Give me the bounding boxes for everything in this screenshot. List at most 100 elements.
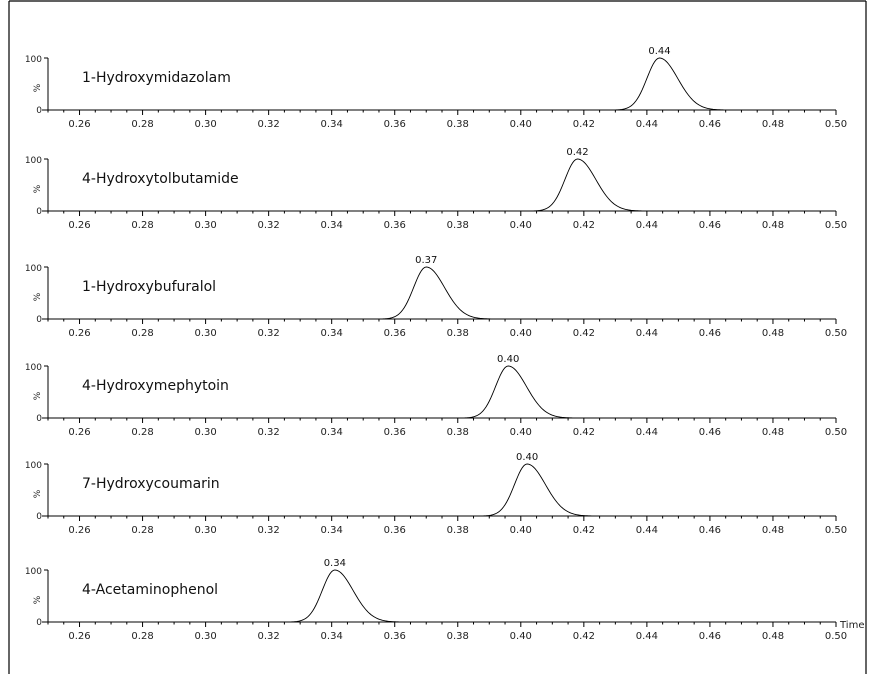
y-tick-label-0: 0 [36,315,42,325]
y-tick-label-0: 0 [36,106,42,116]
peak-label: 0.40 [497,354,519,365]
x-tick-label: 0.46 [699,119,721,130]
x-tick-label: 0.30 [194,220,216,231]
x-tick-label: 0.38 [447,119,469,130]
x-tick-label: 0.30 [194,631,216,642]
x-tick-label: 0.26 [68,525,90,536]
x-axis-title: Time [839,620,864,631]
peak-label: 0.37 [415,255,437,266]
y-tick-label-100: 100 [25,55,42,65]
chromatogram-trace [48,569,836,623]
x-tick-label: 0.44 [636,119,658,130]
y-axis-title: % [33,83,43,92]
x-tick-label: 0.46 [699,220,721,231]
x-tick-label: 0.48 [762,427,784,438]
x-tick-label: 0.38 [447,220,469,231]
x-tick-label: 0.26 [68,119,90,130]
x-tick-label: 0.32 [258,427,280,438]
x-tick-label: 0.38 [447,525,469,536]
compound-name: 4-Hydroxymephytoin [82,378,229,394]
x-tick-label: 0.30 [194,119,216,130]
x-tick-label: 0.46 [699,525,721,536]
y-tick-label-0: 0 [36,512,42,522]
x-tick-label: 0.42 [573,631,595,642]
x-tick-label: 0.34 [321,119,343,130]
x-tick-label: 0.26 [68,427,90,438]
x-tick-label: 0.28 [131,525,153,536]
x-tick-label: 0.48 [762,525,784,536]
x-tick-label: 0.26 [68,220,90,231]
chromatogram-panels: 100 0% 0.26 0.28 0.30 0.32 0.34 0.36 0.38 0.40 0.4… [25,46,847,642]
x-tick-label: 0.32 [258,631,280,642]
compound-name: 7-Hydroxycoumarin [82,476,220,492]
x-tick-label: 0.30 [194,525,216,536]
y-tick-label-100: 100 [25,461,42,471]
peak-label: 0.40 [516,452,538,463]
y-tick-label-100: 100 [25,567,42,577]
x-tick-label: 0.46 [699,631,721,642]
x-tick-label: 0.46 [699,328,721,339]
x-tick-label: 0.42 [573,328,595,339]
x-tick-label: 0.28 [131,328,153,339]
x-tick-label: 0.38 [447,631,469,642]
x-tick-label: 0.42 [573,525,595,536]
x-tick-label: 0.40 [510,631,532,642]
x-tick-label: 0.44 [636,220,658,231]
y-tick-label-0: 0 [36,207,42,217]
x-tick-label: 0.40 [510,525,532,536]
compound-name: 1-Hydroxymidazolam [82,70,231,86]
x-tick-label: 0.28 [131,427,153,438]
x-tick-label: 0.32 [258,220,280,231]
compound-name: 4-Acetaminophenol [82,582,218,598]
y-tick-label-100: 100 [25,264,42,274]
x-tick-label: 0.50 [825,328,847,339]
peak-label: 0.34 [324,558,346,569]
x-tick-label: 0.36 [384,119,406,130]
y-axis-title: % [33,292,43,301]
x-tick-label: 0.50 [825,119,847,130]
panel-5: 100 0% 0.26 0.28 0.30 0.32 0.34 0.36 0.38 0.40 0.4… [25,452,847,536]
x-tick-label: 0.42 [573,220,595,231]
y-tick-label-100: 100 [25,363,42,373]
panel-2: 100 0% 0.26 0.28 0.30 0.32 0.34 0.36 0.38 0.40 0.4… [25,147,847,231]
panel-4: 100 0% 0.26 0.28 0.30 0.32 0.34 0.36 0.38 0.40 0.4… [25,354,847,438]
x-tick-label: 0.38 [447,427,469,438]
compound-name: 4-Hydroxytolbutamide [82,171,239,187]
x-tick-label: 0.46 [699,427,721,438]
y-tick-label-0: 0 [36,618,42,628]
x-tick-label: 0.26 [68,328,90,339]
x-tick-label: 0.50 [825,631,847,642]
panel-1: 100 0% 0.26 0.28 0.30 0.32 0.34 0.36 0.38 0.40 0.4… [25,46,847,130]
x-tick-label: 0.38 [447,328,469,339]
x-tick-label: 0.32 [258,525,280,536]
x-tick-label: 0.36 [384,220,406,231]
x-tick-label: 0.34 [321,220,343,231]
compound-name: 1-Hydroxybufuralol [82,279,216,295]
y-axis-title: % [33,595,43,604]
y-axis-title: % [33,184,43,193]
x-tick-label: 0.44 [636,631,658,642]
x-tick-label: 0.34 [321,525,343,536]
x-tick-label: 0.40 [510,220,532,231]
x-tick-label: 0.48 [762,328,784,339]
x-tick-label: 0.32 [258,119,280,130]
x-tick-label: 0.34 [321,328,343,339]
peak-label: 0.44 [648,46,670,57]
y-tick-label-100: 100 [25,156,42,166]
x-tick-label: 0.36 [384,328,406,339]
x-tick-label: 0.44 [636,525,658,536]
peak-label: 0.42 [566,147,588,158]
x-tick-label: 0.32 [258,328,280,339]
x-tick-label: 0.34 [321,427,343,438]
x-tick-label: 0.28 [131,119,153,130]
chromatogram-trace [48,463,836,517]
chromatogram-trace [48,57,836,111]
y-axis-title: % [33,489,43,498]
panel-3: 100 0% 0.26 0.28 0.30 0.32 0.34 0.36 0.38 0.40 0.4… [25,255,847,339]
x-tick-label: 0.30 [194,328,216,339]
x-tick-label: 0.44 [636,328,658,339]
x-tick-label: 0.50 [825,525,847,536]
x-tick-label: 0.36 [384,427,406,438]
